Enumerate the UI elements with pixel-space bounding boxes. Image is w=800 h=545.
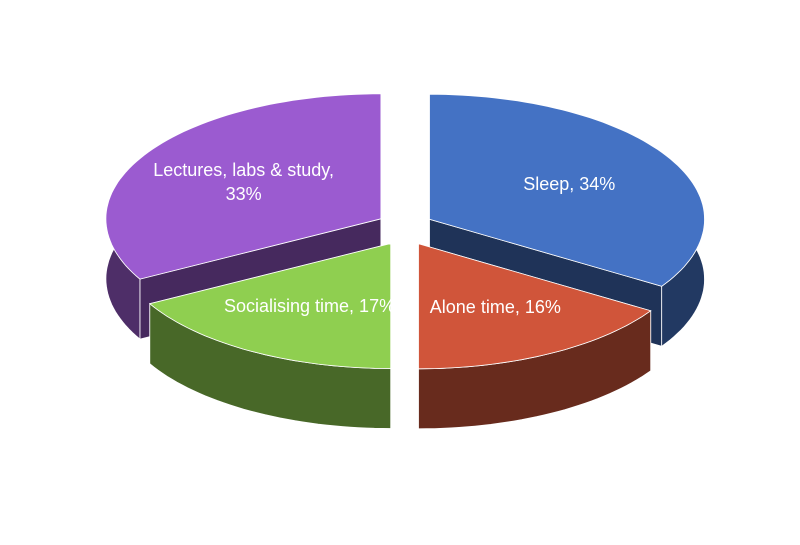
slice — [148, 242, 392, 429]
label-box: Socialising time, 17% — [224, 295, 396, 316]
data-label: Alone time, 16% — [429, 297, 561, 318]
slice — [418, 243, 652, 430]
slice-top — [148, 242, 392, 369]
label-box: Alone time, 16% — [429, 297, 561, 318]
label-box: Lectures, labs & study, 33% — [153, 159, 334, 204]
slice-top — [429, 93, 705, 287]
slice-top — [105, 93, 382, 280]
slice-top — [418, 243, 652, 370]
data-label: Lectures, labs & study, 33% — [153, 159, 334, 204]
data-label: Sleep, 34% — [523, 174, 616, 195]
label-box: Sleep, 34% — [523, 174, 616, 195]
data-label: Socialising time, 17% — [224, 295, 396, 316]
